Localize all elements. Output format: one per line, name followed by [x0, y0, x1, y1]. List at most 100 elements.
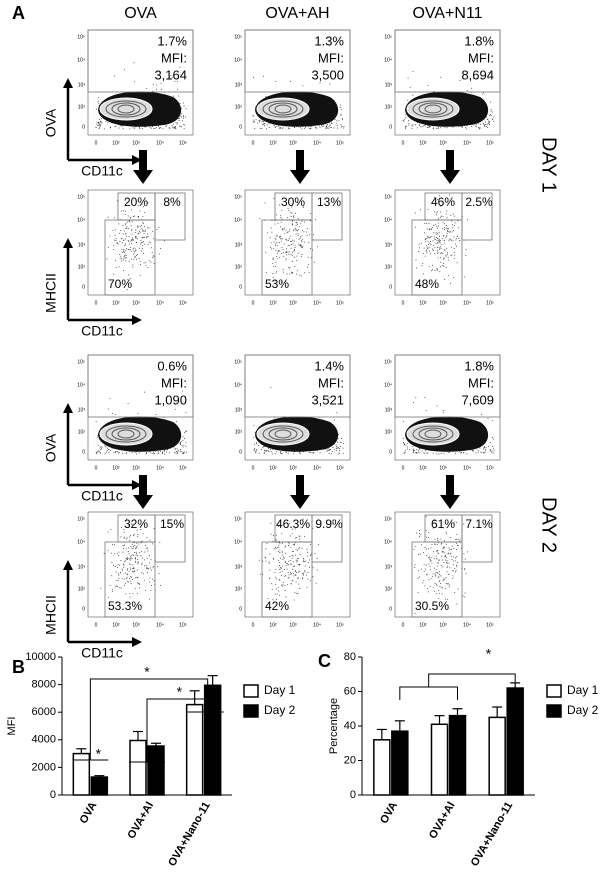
event-dot — [286, 452, 287, 453]
event-dot — [409, 123, 410, 124]
event-dot — [263, 123, 264, 124]
event-dot — [416, 453, 417, 454]
event-dot — [447, 583, 448, 584]
event-dot — [428, 579, 429, 580]
event-dot — [152, 231, 153, 232]
event-dot — [317, 558, 318, 559]
event-dot — [333, 128, 334, 129]
event-dot — [154, 263, 155, 264]
event-dot — [139, 552, 140, 553]
event-dot — [122, 453, 123, 454]
event-dot — [299, 539, 300, 540]
bar — [148, 746, 164, 795]
event-dot — [302, 230, 303, 231]
event-dot — [124, 579, 125, 580]
event-dot — [175, 448, 176, 449]
event-dot — [295, 245, 296, 246]
event-dot — [127, 222, 128, 223]
event-dot — [282, 453, 283, 454]
event-dot — [416, 268, 417, 269]
event-dot — [148, 568, 149, 569]
event-dot — [429, 556, 430, 557]
event-dot — [421, 544, 422, 545]
event-dot — [131, 259, 132, 260]
event-dot — [442, 228, 443, 229]
y-tick-label: 10³ — [78, 82, 86, 88]
event-dot — [433, 232, 434, 233]
event-dot — [432, 227, 433, 228]
event-dot — [126, 453, 127, 454]
event-dot — [415, 546, 416, 547]
event-dot — [122, 552, 123, 553]
event-dot — [430, 237, 431, 238]
event-dot — [116, 238, 117, 239]
event-dot — [427, 588, 428, 589]
event-dot — [435, 573, 436, 574]
event-dot — [259, 121, 260, 122]
event-dot — [181, 441, 182, 442]
event-dot — [98, 101, 99, 102]
event-dot — [437, 253, 438, 254]
event-dot — [477, 450, 478, 451]
event-dot — [461, 452, 462, 453]
event-dot — [456, 240, 457, 241]
event-dot — [100, 588, 101, 589]
event-dot — [146, 265, 147, 266]
event-dot — [297, 550, 298, 551]
event-dot — [107, 258, 108, 259]
event-dot — [145, 262, 146, 263]
event-dot — [293, 216, 294, 217]
y-tick-label: 10⁵ — [234, 516, 242, 522]
event-dot — [185, 108, 186, 109]
event-dot — [282, 554, 283, 555]
event-dot — [124, 230, 125, 231]
event-dot — [121, 238, 122, 239]
gate-label: MFI: — [161, 375, 187, 390]
gate-label: 9.9% — [315, 517, 343, 531]
event-dot — [111, 562, 112, 563]
event-dot — [159, 254, 160, 255]
x-tick-label: 10⁴ — [156, 465, 164, 471]
event-dot — [285, 547, 286, 548]
event-dot — [302, 85, 303, 86]
event-dot — [478, 127, 479, 128]
event-dot — [116, 571, 117, 572]
event-dot — [96, 453, 97, 454]
event-dot — [123, 210, 124, 211]
event-dot — [292, 252, 293, 253]
event-dot — [294, 266, 295, 267]
event-dot — [446, 214, 447, 215]
x-tick-label: 10⁵ — [486, 622, 494, 628]
event-dot — [124, 532, 125, 533]
event-dot — [101, 122, 102, 123]
event-dot — [275, 245, 276, 246]
event-dot — [329, 126, 330, 127]
event-dot — [160, 451, 161, 452]
x-tick-label: 10⁵ — [336, 465, 344, 471]
event-dot — [433, 250, 434, 251]
event-dot — [438, 590, 439, 591]
x-axis-label: CD11c — [81, 323, 123, 339]
event-dot — [299, 564, 300, 565]
event-dot — [456, 534, 457, 535]
event-dot — [275, 453, 276, 454]
event-dot — [410, 87, 411, 88]
event-dot — [115, 229, 116, 230]
event-dot — [104, 446, 105, 447]
event-dot — [181, 116, 182, 117]
event-dot — [341, 109, 342, 110]
x-tick-label: 10⁴ — [463, 300, 471, 306]
event-dot — [444, 540, 445, 541]
event-dot — [256, 442, 257, 443]
event-dot — [336, 450, 337, 451]
event-dot — [308, 257, 309, 258]
event-dot — [287, 563, 288, 564]
event-dot — [413, 451, 414, 452]
event-dot — [431, 557, 432, 558]
event-dot — [430, 561, 431, 562]
event-dot — [307, 579, 308, 580]
event-dot — [293, 566, 294, 567]
event-dot — [427, 452, 428, 453]
event-dot — [414, 567, 415, 568]
event-dot — [254, 448, 255, 449]
